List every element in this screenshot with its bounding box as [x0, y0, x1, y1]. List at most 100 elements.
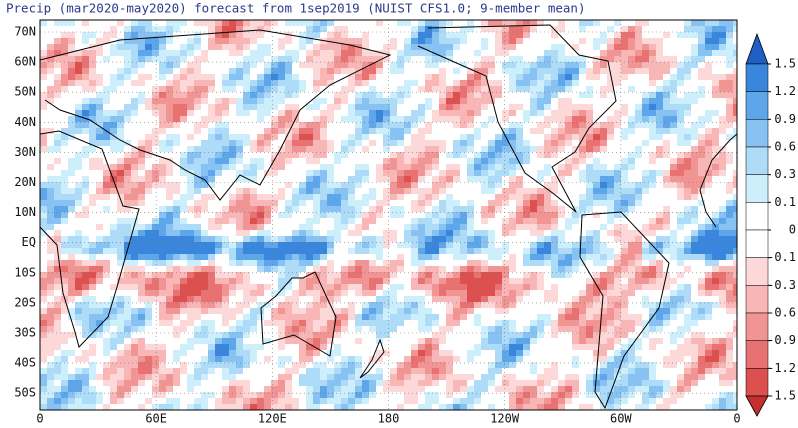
field-cell: [131, 200, 138, 206]
field-cell: [733, 176, 737, 182]
field-cell: [488, 176, 495, 182]
field-cell: [670, 212, 677, 218]
field-cell: [565, 68, 572, 74]
field-cell: [131, 62, 138, 68]
field-cell: [285, 278, 292, 284]
field-cell: [628, 254, 635, 260]
field-cell: [390, 260, 397, 266]
field-cell: [495, 218, 502, 224]
field-cell: [460, 212, 467, 218]
field-cell: [600, 278, 607, 284]
field-cell: [145, 182, 152, 188]
field-cell: [369, 38, 376, 44]
field-cell: [75, 74, 82, 80]
field-cell: [432, 296, 439, 302]
field-cell: [110, 56, 117, 62]
field-cell: [320, 68, 327, 74]
field-cell: [502, 308, 509, 314]
field-cell: [572, 212, 579, 218]
field-cell: [432, 266, 439, 272]
field-cell: [558, 218, 565, 224]
field-cell: [89, 152, 96, 158]
field-cell: [544, 272, 551, 278]
field-cell: [474, 62, 481, 68]
field-cell: [390, 176, 397, 182]
field-cell: [96, 116, 103, 122]
field-cell: [684, 110, 691, 116]
field-cell: [614, 38, 621, 44]
field-cell: [649, 20, 656, 26]
field-cell: [341, 224, 348, 230]
field-cell: [411, 248, 418, 254]
field-cell: [313, 242, 320, 248]
field-cell: [215, 158, 222, 164]
field-cell: [670, 158, 677, 164]
field-cell: [152, 236, 159, 242]
field-cell: [712, 182, 719, 188]
field-cell: [103, 56, 110, 62]
field-cell: [397, 164, 404, 170]
field-cell: [516, 308, 523, 314]
field-cell: [698, 284, 705, 290]
field-cell: [425, 68, 432, 74]
field-cell: [327, 146, 334, 152]
field-cell: [474, 164, 481, 170]
field-cell: [719, 68, 726, 74]
field-cell: [579, 170, 586, 176]
field-cell: [593, 188, 600, 194]
field-cell: [502, 68, 509, 74]
field-cell: [187, 158, 194, 164]
field-cell: [243, 44, 250, 50]
field-cell: [418, 236, 425, 242]
field-cell: [607, 302, 614, 308]
field-cell: [229, 158, 236, 164]
field-cell: [159, 158, 166, 164]
field-cell: [719, 278, 726, 284]
field-cell: [481, 20, 488, 26]
field-cell: [229, 302, 236, 308]
field-cell: [61, 302, 68, 308]
field-cell: [642, 74, 649, 80]
field-cell: [243, 284, 250, 290]
field-cell: [257, 242, 264, 248]
field-cell: [299, 260, 306, 266]
field-cell: [82, 56, 89, 62]
field-cell: [89, 56, 96, 62]
field-cell: [642, 212, 649, 218]
field-cell: [712, 122, 719, 128]
field-cell: [131, 236, 138, 242]
field-cell: [278, 182, 285, 188]
field-cell: [607, 56, 614, 62]
field-cell: [656, 56, 663, 62]
field-cell: [719, 164, 726, 170]
field-cell: [327, 116, 334, 122]
field-cell: [180, 188, 187, 194]
field-cell: [530, 308, 537, 314]
field-cell: [40, 200, 47, 206]
field-cell: [467, 86, 474, 92]
field-cell: [229, 170, 236, 176]
field-cell: [495, 260, 502, 266]
field-cell: [404, 254, 411, 260]
field-cell: [502, 170, 509, 176]
field-cell: [236, 296, 243, 302]
field-cell: [75, 164, 82, 170]
field-cell: [320, 188, 327, 194]
field-cell: [61, 278, 68, 284]
field-cell: [390, 290, 397, 296]
field-cell: [579, 68, 586, 74]
field-cell: [313, 50, 320, 56]
field-cell: [208, 20, 215, 26]
field-cell: [285, 248, 292, 254]
field-cell: [656, 194, 663, 200]
field-cell: [418, 128, 425, 134]
field-cell: [376, 212, 383, 218]
field-cell: [628, 266, 635, 272]
field-cell: [698, 20, 705, 26]
field-cell: [124, 104, 131, 110]
field-cell: [411, 266, 418, 272]
field-cell: [313, 194, 320, 200]
field-cell: [89, 242, 96, 248]
field-cell: [278, 50, 285, 56]
field-cell: [313, 266, 320, 272]
